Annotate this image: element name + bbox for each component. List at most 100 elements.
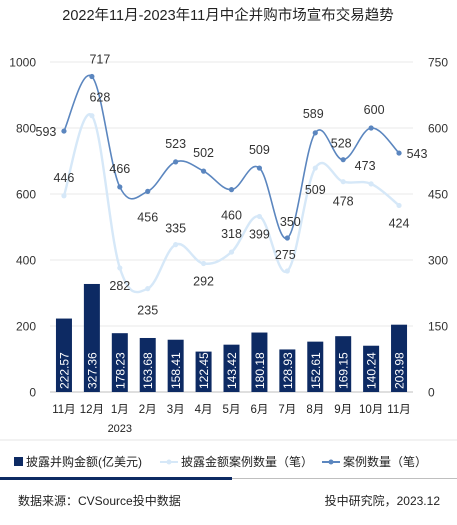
x-tick-label: 12月 — [80, 404, 104, 416]
series-point — [61, 128, 67, 134]
legend-swatch-marker — [166, 459, 172, 465]
legend-label: 披露金额案例数量（笔） — [181, 454, 313, 469]
point-value-label: 543 — [407, 147, 428, 161]
series-point — [256, 213, 263, 220]
series-point — [89, 73, 95, 80]
bar-series — [55, 283, 408, 392]
footer-source: 数据来源：CVSource投中数据 — [18, 493, 181, 508]
point-value-label: 478 — [333, 195, 354, 209]
bar — [279, 349, 296, 392]
point-value-label: 502 — [193, 146, 214, 160]
x-tick-label: 11月 — [387, 404, 410, 416]
x-tick-label: 3月 — [167, 404, 185, 416]
x-tick-label: 2月 — [139, 404, 157, 416]
series-point — [228, 187, 235, 193]
point-value-label: 528 — [331, 137, 352, 151]
bar — [139, 337, 156, 392]
point-value-label: 399 — [249, 227, 270, 241]
series-point — [173, 159, 179, 165]
left-tick-label: 0 — [29, 386, 36, 400]
x-tick-label: 6月 — [250, 404, 268, 416]
series-point — [228, 249, 235, 255]
point-value-label: 282 — [109, 279, 130, 293]
point-value-label: 424 — [389, 216, 410, 230]
bar-value-label: 169.15 — [337, 352, 351, 389]
bar — [223, 344, 240, 392]
right-tick-label: 150 — [428, 320, 448, 334]
point-value-label: 523 — [165, 137, 186, 151]
legend: 披露并购金额(亿美元) 披露金额案例数量（笔） 案例数量（笔） — [14, 454, 427, 469]
bar — [195, 351, 212, 392]
legend-swatch-bar — [14, 457, 23, 466]
series-point — [117, 184, 123, 190]
point-value-label: 589 — [303, 107, 324, 121]
footer-accent-bar — [0, 477, 232, 480]
bar-value-label: 178.23 — [113, 352, 127, 389]
bar-value-label: 203.98 — [393, 352, 407, 389]
legend-swatch-marker — [328, 459, 334, 465]
point-value-label: 466 — [109, 162, 130, 176]
bar — [111, 333, 128, 392]
footer-credit: 投中研究院，2023.12 — [325, 493, 441, 508]
chart-title: 2022年11月-2023年11月中企并购市场宣布交易趋势 — [62, 6, 393, 24]
series-point — [396, 150, 402, 156]
bar-value-label: 143.42 — [225, 352, 239, 389]
bar — [83, 283, 100, 392]
left-tick-label: 400 — [16, 254, 36, 268]
legend-label: 披露并购金额(亿美元) — [26, 454, 142, 469]
series-point — [284, 268, 290, 274]
point-value-label: 456 — [137, 210, 158, 224]
x-tick-label: 10月 — [359, 404, 383, 416]
series-point — [145, 286, 151, 292]
right-tick-label: 300 — [428, 254, 448, 268]
point-value-label: 473 — [355, 159, 376, 173]
x-tick-label: 4月 — [195, 404, 213, 416]
point-value-label: 509 — [249, 143, 270, 157]
series-point — [340, 157, 346, 163]
bar-value-label: 163.68 — [141, 352, 155, 389]
series-point — [173, 242, 179, 248]
bar — [335, 336, 352, 392]
point-value-label: 600 — [364, 103, 385, 117]
x-tick-label: 5月 — [223, 404, 241, 416]
point-value-label: 446 — [54, 171, 75, 185]
series-point — [200, 260, 207, 267]
right-tick-label: 0 — [428, 386, 435, 400]
bar-value-label: 152.61 — [309, 352, 323, 389]
series-point — [368, 125, 374, 131]
x-year-label: 2023 — [108, 423, 132, 435]
series-point — [89, 113, 95, 119]
point-value-label: 350 — [280, 215, 301, 229]
x-tick-label: 11月 — [52, 404, 75, 416]
series-point — [312, 130, 318, 136]
x-tick-label: 9月 — [334, 404, 352, 416]
bar — [391, 324, 408, 392]
line-series — [61, 73, 402, 294]
bar-value-label: 122.45 — [197, 352, 211, 389]
series-point — [312, 165, 318, 171]
point-value-label: 318 — [221, 227, 242, 241]
bar-value-label: 180.18 — [253, 352, 267, 389]
right-tick-label: 600 — [428, 122, 448, 136]
point-value-label: 292 — [193, 275, 214, 289]
series-point — [145, 188, 151, 194]
series-point — [396, 202, 402, 209]
left-axis-ticks: 0 200 400 600 800 1000 — [9, 56, 36, 400]
left-tick-label: 200 — [16, 320, 36, 334]
bar-value-label: 222.57 — [57, 352, 71, 389]
bar-value-label: 140.24 — [365, 352, 379, 389]
x-tick-label: 8月 — [306, 404, 324, 416]
right-axis-ticks: 0 150 300 450 600 750 — [428, 56, 448, 400]
x-tick-label: 1月 — [111, 404, 129, 416]
series-point — [340, 179, 346, 185]
bar — [55, 318, 72, 392]
point-value-label: 275 — [275, 248, 296, 262]
series-point — [200, 168, 207, 174]
left-tick-label: 600 — [16, 188, 36, 202]
point-value-label: 335 — [165, 222, 186, 236]
right-tick-label: 450 — [428, 188, 448, 202]
series-point — [61, 193, 67, 199]
line-value-labels: 446 628 282 235 335 292 318 399 275 509 478 473 424 5… — [36, 53, 428, 318]
